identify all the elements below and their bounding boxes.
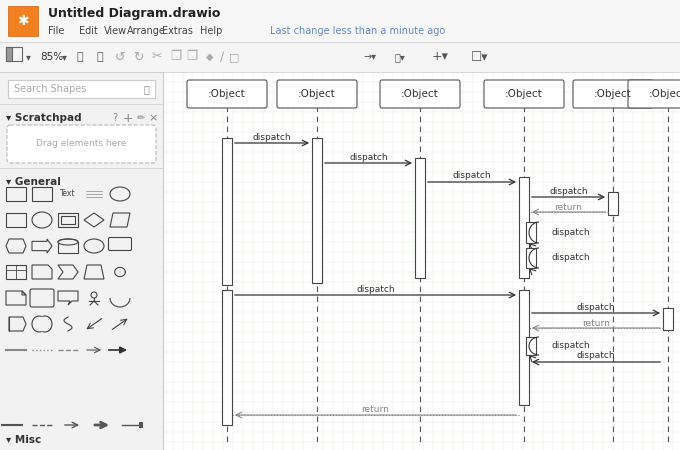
Text: :Object: :Object [505, 89, 543, 99]
FancyBboxPatch shape [628, 80, 680, 108]
Text: 85%: 85% [40, 52, 63, 62]
Text: 🔍: 🔍 [77, 52, 84, 62]
Text: Search Shapes: Search Shapes [14, 84, 86, 94]
Text: ▾ Misc: ▾ Misc [6, 435, 41, 445]
Text: dispatch: dispatch [551, 342, 590, 351]
Bar [0, 0, 680, 42]
FancyBboxPatch shape [380, 80, 460, 108]
Bar [58, 213, 78, 227]
Text: dispatch: dispatch [356, 284, 395, 293]
Text: File: File [48, 26, 65, 36]
Ellipse shape [58, 239, 78, 245]
Text: Last change less than a minute ago: Last change less than a minute ago [270, 26, 445, 36]
Text: :Object: :Object [649, 89, 680, 99]
Text: ▾: ▾ [62, 52, 67, 62]
Text: ?: ? [112, 113, 118, 123]
Text: dispatch: dispatch [253, 132, 291, 141]
Bar [312, 138, 322, 283]
Bar [0, 72, 163, 450]
Text: :Object: :Object [208, 89, 246, 99]
Text: ✂: ✂ [152, 50, 163, 63]
Bar [6, 187, 26, 201]
Text: Edit: Edit [79, 26, 98, 36]
Text: return: return [582, 319, 610, 328]
Text: ▾ Scratchpad: ▾ Scratchpad [6, 113, 82, 123]
Bar [8, 80, 155, 98]
Bar [8, 6, 38, 36]
Text: ❐: ❐ [186, 50, 198, 63]
Text: □: □ [228, 52, 239, 62]
Text: dispatch: dispatch [551, 253, 590, 262]
Text: dispatch: dispatch [350, 153, 388, 162]
Text: ❐: ❐ [171, 50, 182, 63]
Bar [139, 422, 143, 428]
Text: :Object: :Object [594, 89, 632, 99]
Text: ☐▾: ☐▾ [471, 50, 489, 63]
Text: dispatch: dispatch [577, 302, 615, 311]
Text: ↺: ↺ [115, 50, 125, 63]
Text: dispatch: dispatch [549, 186, 588, 195]
Text: dispatch: dispatch [577, 351, 615, 360]
FancyBboxPatch shape [573, 80, 653, 108]
Text: ⮨▾: ⮨▾ [394, 52, 405, 62]
Text: →▾: →▾ [364, 52, 377, 62]
Text: Help: Help [200, 26, 222, 36]
Bar [0, 42, 680, 72]
Text: ✱: ✱ [17, 14, 29, 28]
Bar [663, 308, 673, 330]
Text: 🔍: 🔍 [97, 52, 103, 62]
Text: View: View [104, 26, 127, 36]
Bar [6, 213, 26, 227]
Bar [6, 265, 26, 279]
Bar [526, 337, 536, 355]
Text: ✏: ✏ [137, 113, 145, 123]
Bar [222, 138, 232, 285]
Bar [222, 290, 232, 425]
Text: ▾: ▾ [26, 52, 31, 62]
Text: Text: Text [61, 189, 75, 198]
Text: ◆: ◆ [206, 52, 214, 62]
FancyBboxPatch shape [277, 80, 357, 108]
Bar [163, 72, 680, 450]
Text: :Object: :Object [298, 89, 336, 99]
Text: +: + [122, 112, 133, 125]
Text: 🔍: 🔍 [143, 84, 149, 94]
Bar [58, 242, 78, 253]
FancyBboxPatch shape [7, 125, 156, 163]
Bar [608, 192, 618, 215]
Bar [32, 187, 52, 201]
Bar [526, 222, 536, 243]
Bar [519, 290, 529, 405]
Bar [6, 47, 12, 61]
Text: :Object: :Object [401, 89, 439, 99]
Text: ▾ General: ▾ General [6, 177, 61, 187]
Bar [6, 47, 22, 61]
Text: return: return [555, 202, 583, 211]
Text: Untitled Diagram.drawio: Untitled Diagram.drawio [48, 8, 220, 21]
FancyBboxPatch shape [484, 80, 564, 108]
Text: return: return [362, 405, 390, 414]
Text: ↻: ↻ [133, 50, 143, 63]
Text: ×: × [148, 113, 158, 123]
Text: Drag elements here: Drag elements here [36, 140, 126, 148]
FancyBboxPatch shape [187, 80, 267, 108]
Bar [61, 216, 75, 224]
Bar [415, 158, 425, 278]
Text: dispatch: dispatch [551, 228, 590, 237]
Text: +▾: +▾ [432, 50, 448, 63]
Text: dispatch: dispatch [453, 171, 492, 180]
Text: Extras: Extras [162, 26, 193, 36]
Bar [526, 248, 536, 268]
Text: ∕: ∕ [220, 50, 224, 63]
Bar [519, 177, 529, 278]
Text: Arrange: Arrange [127, 26, 166, 36]
